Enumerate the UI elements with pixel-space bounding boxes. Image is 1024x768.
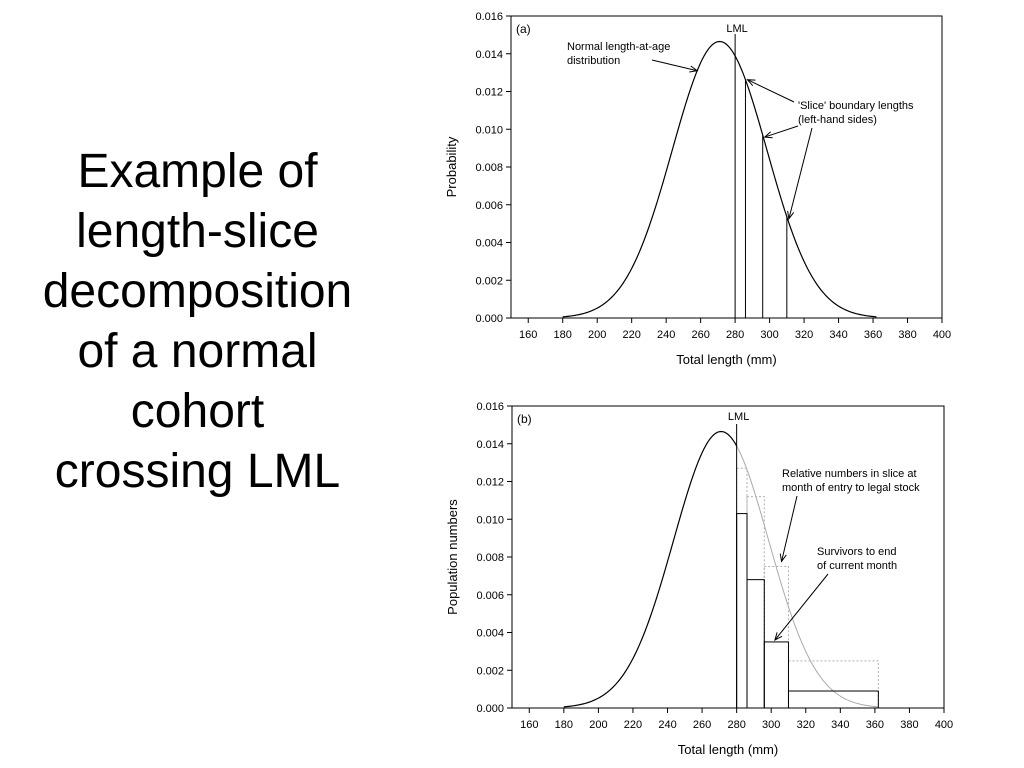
annotation-arrow-head: [689, 65, 699, 73]
y-tick-label: 0.006: [476, 590, 504, 602]
panel-label: (b): [517, 412, 532, 426]
annotation-normal-distribution-line: Normal length-at-age: [567, 41, 670, 53]
annotation-arrow-head: [787, 210, 795, 221]
y-axis-label: Population numbers: [445, 499, 460, 615]
y-tick-label: 0.010: [475, 124, 503, 136]
annotation-arrow-head: [746, 79, 756, 87]
x-axis-label: Total length (mm): [676, 352, 776, 367]
y-tick-label: 0.002: [475, 275, 503, 287]
annotation-arrow-shaft: [781, 495, 798, 562]
x-tick-label: 340: [831, 719, 849, 731]
x-tick-label: 340: [829, 329, 847, 341]
y-tick-label: 0.008: [475, 162, 503, 174]
y-tick-label: 0.016: [476, 401, 504, 413]
annotation-arrow-head: [774, 632, 783, 642]
y-tick-label: 0.002: [476, 665, 504, 677]
entry-number-bar: [763, 565, 789, 709]
x-tick-label: 240: [657, 329, 675, 341]
entry-number-bar: [787, 660, 879, 709]
x-tick-label: 260: [693, 719, 711, 731]
normal-curve-below-lml: [563, 430, 738, 708]
y-tick-label: 0.014: [475, 49, 503, 61]
y-tick-label: 0.004: [476, 628, 504, 640]
entry-number-bar: [746, 496, 765, 709]
survivor-bar: [763, 641, 789, 709]
y-tick-label: 0.012: [475, 87, 503, 99]
x-tick-label: 160: [520, 719, 538, 731]
x-tick-label: 280: [727, 719, 745, 731]
x-tick-label: 400: [933, 329, 951, 341]
x-tick-label: 260: [691, 329, 709, 341]
y-tick-label: 0.000: [475, 313, 503, 325]
annotation-slice-boundaries-line: 'Slice' boundary lengths: [798, 100, 914, 112]
y-tick-label: 0.010: [476, 514, 504, 526]
slide-title-line: decomposition: [42, 265, 353, 318]
x-tick-label: 280: [726, 329, 744, 341]
slide-title-line: Example of: [77, 145, 318, 198]
y-tick-label: 0.006: [475, 200, 503, 212]
slide-title-line: of a normal: [77, 325, 318, 378]
y-tick-label: 0.004: [475, 238, 503, 250]
y-tick-label: 0.014: [476, 439, 504, 451]
survivor-bar: [736, 513, 748, 709]
x-tick-label: 380: [900, 719, 918, 731]
entry-number-bar: [736, 467, 748, 709]
slide-title-line: crossing LML: [54, 445, 341, 498]
y-tick-label: 0.000: [476, 703, 504, 715]
annotation-arrow-head: [779, 553, 787, 563]
x-tick-label: 320: [797, 719, 815, 731]
annotation-relative-numbers-line: Relative numbers in slice at: [782, 468, 917, 480]
x-tick-label: 180: [555, 719, 573, 731]
annotation-arrow-shaft: [651, 59, 698, 72]
x-tick-label: 200: [589, 719, 607, 731]
annotation-arrow-head: [763, 131, 773, 139]
annotation-relative-numbers-line: month of entry to legal stock: [782, 482, 920, 494]
annotation-slice-boundaries-line: (left-hand sides): [798, 114, 877, 126]
annotation-survivors-line: Survivors to end: [817, 546, 896, 558]
slide-title-line: length-slice: [76, 205, 319, 258]
x-tick-label: 360: [864, 329, 882, 341]
x-tick-label: 180: [554, 329, 572, 341]
x-tick-label: 200: [588, 329, 606, 341]
x-tick-label: 300: [760, 329, 778, 341]
x-tick-label: 380: [898, 329, 916, 341]
x-tick-label: 360: [866, 719, 884, 731]
y-axis-label: Probability: [444, 136, 459, 197]
normal-curve-above-lml: [736, 445, 879, 708]
panel-b-population-chart: 160 180 200 220 240 260 280 300 320 340 360 380 400 0…: [445, 401, 953, 757]
survivor-bar: [746, 579, 765, 709]
x-tick-label: 240: [658, 719, 676, 731]
lml-label: LML: [728, 411, 749, 423]
annotation-arrow-shaft: [774, 573, 829, 641]
x-tick-label: 220: [623, 329, 641, 341]
x-tick-label: 300: [762, 719, 780, 731]
y-tick-label: 0.012: [476, 477, 504, 489]
y-tick-label: 0.008: [476, 552, 504, 564]
annotation-arrow-shaft: [764, 125, 799, 138]
panel-label: (a): [516, 22, 531, 36]
slide-title: Example of length-slice decomposition of…: [0, 142, 395, 502]
annotation-arrow-shaft: [747, 79, 795, 103]
x-tick-label: 220: [624, 719, 642, 731]
x-axis-label: Total length (mm): [678, 742, 778, 757]
annotation-survivors-line: of current month: [817, 560, 897, 572]
slide-title-line: cohort: [130, 385, 265, 438]
x-tick-label: 160: [519, 329, 537, 341]
x-tick-label: 320: [795, 329, 813, 341]
survivor-bar: [787, 690, 879, 709]
annotation-normal-distribution-line: distribution: [567, 55, 620, 67]
x-tick-label: 400: [935, 719, 953, 731]
panel-a-probability-chart: 160 180 200 220 240 260 280 300 320 340 360 380 400 0…: [444, 11, 951, 367]
annotation-arrow-shaft: [788, 127, 813, 219]
lml-label: LML: [726, 23, 747, 35]
normal-curve: [562, 40, 877, 318]
y-tick-label: 0.016: [475, 11, 503, 23]
